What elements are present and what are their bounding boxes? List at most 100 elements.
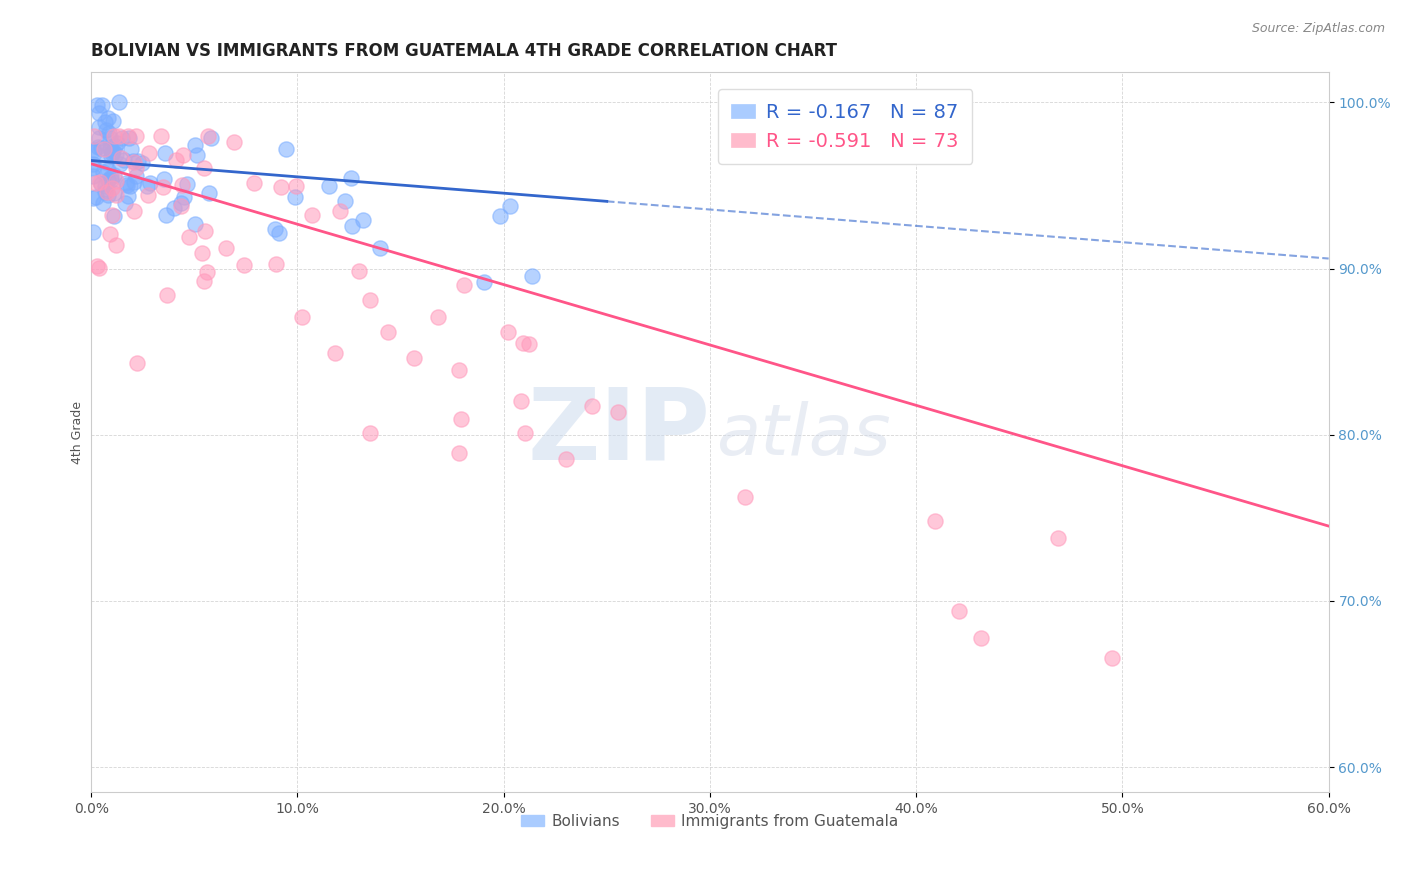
Point <box>155 208 177 222</box>
Point <box>103 186 125 200</box>
Point <box>105 174 128 188</box>
Point <box>94 155 117 169</box>
Point <box>96 185 118 199</box>
Point <box>101 145 124 160</box>
Point <box>89 120 111 135</box>
Point <box>270 179 292 194</box>
Point <box>127 356 149 370</box>
Point <box>924 514 946 528</box>
Point <box>84 176 107 190</box>
Point <box>517 336 540 351</box>
Point <box>131 156 153 170</box>
Point <box>172 148 194 162</box>
Point <box>450 412 472 426</box>
Point <box>90 178 112 192</box>
Point <box>197 128 219 143</box>
Point <box>112 153 135 167</box>
Point <box>105 237 128 252</box>
Point <box>352 213 374 227</box>
Point <box>83 144 105 158</box>
Point <box>122 204 145 219</box>
Point <box>1046 531 1069 545</box>
Point <box>94 115 117 129</box>
Point <box>103 168 125 182</box>
Point <box>98 131 121 145</box>
Point <box>195 265 218 279</box>
Point <box>86 259 108 273</box>
Legend: Bolivians, Immigrants from Guatemala: Bolivians, Immigrants from Guatemala <box>515 807 905 835</box>
Point <box>323 346 346 360</box>
Point <box>340 219 363 233</box>
Text: BOLIVIAN VS IMMIGRANTS FROM GUATEMALA 4TH GRADE CORRELATION CHART: BOLIVIAN VS IMMIGRANTS FROM GUATEMALA 4T… <box>91 42 837 60</box>
Point <box>214 241 236 255</box>
Point <box>97 162 120 177</box>
Point <box>453 277 475 292</box>
Point <box>329 204 352 219</box>
Point <box>193 274 215 288</box>
Point <box>276 142 298 156</box>
Point <box>103 209 125 223</box>
Point <box>93 142 115 156</box>
Point <box>107 128 129 143</box>
Point <box>89 175 111 189</box>
Point <box>115 178 138 193</box>
Point <box>100 149 122 163</box>
Point <box>98 140 121 154</box>
Point <box>734 490 756 504</box>
Point <box>100 172 122 186</box>
Point <box>108 95 131 110</box>
Point <box>136 179 159 194</box>
Point <box>122 175 145 189</box>
Point <box>87 131 110 145</box>
Point <box>191 246 214 260</box>
Point <box>87 140 110 154</box>
Point <box>194 224 217 238</box>
Point <box>93 185 115 199</box>
Y-axis label: 4th Grade: 4th Grade <box>72 401 84 464</box>
Point <box>122 155 145 169</box>
Point <box>114 196 136 211</box>
Point <box>264 222 287 236</box>
Point <box>520 269 543 284</box>
Point <box>89 106 111 120</box>
Point <box>970 631 993 645</box>
Point <box>359 293 381 307</box>
Point <box>122 153 145 168</box>
Point <box>110 152 132 166</box>
Point <box>170 178 193 192</box>
Point <box>97 111 120 125</box>
Point <box>607 405 630 419</box>
Point <box>449 363 471 377</box>
Point <box>150 128 173 143</box>
Point <box>169 199 191 213</box>
Point <box>165 153 187 167</box>
Point <box>186 148 208 162</box>
Point <box>264 257 287 271</box>
Point <box>101 114 124 128</box>
Point <box>90 98 112 112</box>
Point <box>98 142 121 156</box>
Point <box>120 178 142 193</box>
Point <box>472 275 495 289</box>
Point <box>1101 650 1123 665</box>
Point <box>90 141 112 155</box>
Point <box>402 351 425 365</box>
Point <box>101 144 124 158</box>
Point <box>153 172 176 186</box>
Point <box>200 130 222 145</box>
Point <box>104 139 127 153</box>
Point <box>333 194 356 209</box>
Point <box>170 195 193 210</box>
Point <box>554 452 576 467</box>
Point <box>138 146 160 161</box>
Point <box>359 425 381 440</box>
Point <box>83 128 105 143</box>
Point <box>82 191 104 205</box>
Point <box>284 189 307 203</box>
Point <box>82 226 104 240</box>
Point <box>183 217 205 231</box>
Point <box>489 209 512 223</box>
Point <box>98 227 121 241</box>
Point <box>82 169 104 183</box>
Point <box>184 138 207 153</box>
